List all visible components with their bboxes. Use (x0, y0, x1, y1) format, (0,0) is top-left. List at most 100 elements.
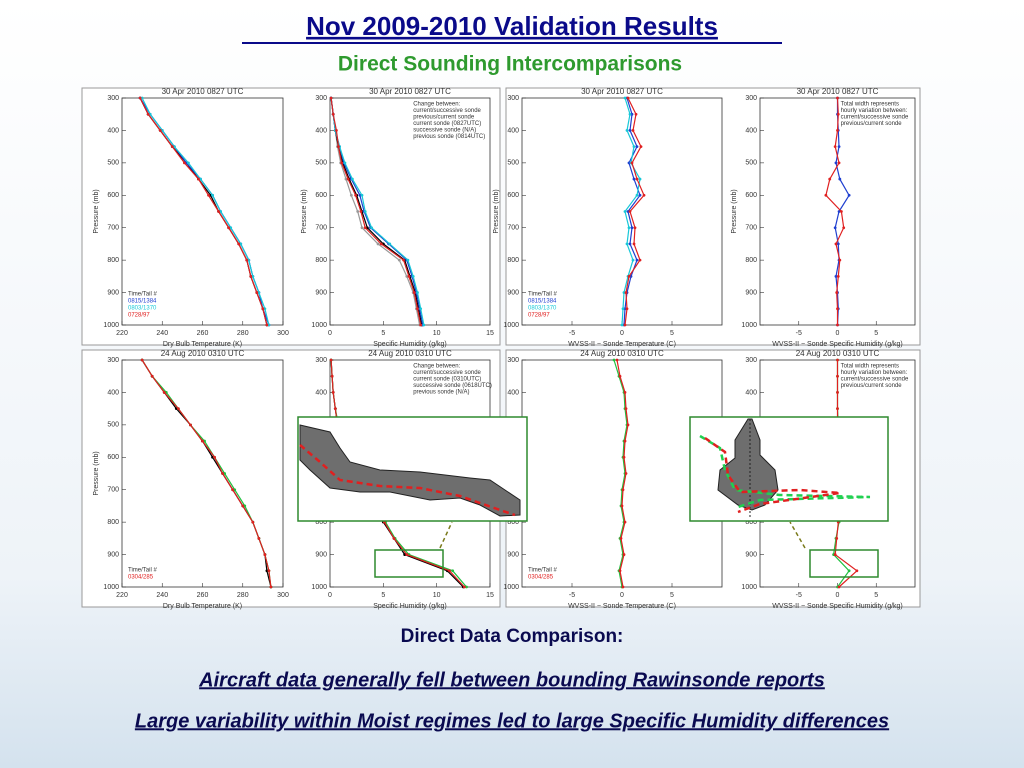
data-point (642, 193, 646, 197)
x-tick-label: 280 (237, 330, 249, 337)
data-point (209, 193, 212, 197)
y-tick-label: 400 (107, 389, 119, 396)
y-tick-label: 800 (745, 257, 757, 264)
x-tick-label: 300 (277, 330, 289, 337)
y-tick-label: 600 (745, 192, 757, 199)
y-tick-label: 300 (107, 357, 119, 364)
x-tick-label: 0 (620, 592, 624, 599)
annotation: successive sonde (N/A) (413, 128, 476, 134)
x-tick-label: 5 (670, 592, 674, 599)
data-point (451, 569, 455, 573)
x-tick-label: 5 (874, 592, 878, 599)
data-point (333, 407, 337, 411)
y-tick-label: 800 (107, 519, 119, 526)
legend-entry: 0815/1384 (128, 299, 157, 305)
data-point (261, 307, 265, 311)
data-point (623, 210, 627, 213)
data-point (233, 488, 237, 492)
x-tick-label: 220 (116, 592, 128, 599)
data-point (618, 374, 622, 378)
y-tick-label: 300 (315, 357, 327, 364)
legend-entry: 0728/97 (128, 313, 150, 319)
data-point (229, 226, 233, 230)
x-tick-label: 15 (486, 330, 494, 337)
annotation: current sonde (0310UTC) (413, 377, 481, 383)
data-point (628, 129, 632, 132)
data-point (624, 472, 628, 475)
legend-title: Time/Tail # (528, 292, 557, 298)
data-point (463, 585, 466, 589)
x-tick-label: 0 (328, 592, 332, 599)
data-point (847, 569, 851, 573)
data-point (622, 291, 626, 294)
data-point (329, 96, 333, 100)
zoom-box (809, 549, 879, 578)
footer-line: Large variability within Moist regimes l… (135, 710, 889, 732)
annotation: Change between: (413, 102, 460, 108)
data-point (363, 210, 367, 213)
annotation: current/successive sonde (413, 108, 481, 114)
data-point (227, 226, 231, 230)
legend-title: Time/Tail # (528, 568, 557, 574)
data-point (407, 274, 411, 278)
data-point (182, 161, 186, 165)
inset-shading (299, 424, 521, 517)
data-point (631, 258, 635, 262)
data-point (354, 193, 357, 197)
data-point (623, 520, 627, 524)
data-point (638, 193, 642, 197)
data-point (628, 112, 632, 116)
data-point (635, 145, 639, 149)
data-point (150, 374, 154, 378)
data-point (419, 323, 423, 327)
data-point (412, 291, 416, 294)
x-tick-label: 0 (836, 330, 840, 337)
annotation: previous sonde (0814UTC) (413, 134, 485, 140)
plot-area (329, 97, 491, 326)
data-point (836, 323, 839, 327)
y-axis-label: Pressure (mb) (493, 189, 500, 233)
data-point (403, 553, 407, 556)
data-point (630, 226, 634, 230)
data-point (620, 323, 624, 327)
x-axis-label: Specific Humidity (g/kg) (373, 603, 447, 610)
data-point (416, 291, 419, 294)
data-point (836, 96, 839, 100)
y-tick-label: 500 (107, 422, 119, 429)
plot-title: 30 Apr 2010 0827 UTC (162, 87, 244, 96)
data-point (622, 553, 626, 556)
plot-title: 24 Aug 2010 0310 UTC (368, 349, 452, 358)
data-point (838, 258, 842, 262)
data-point (160, 129, 164, 132)
data-point (247, 258, 251, 262)
y-tick-label: 1000 (311, 322, 327, 329)
data-point (834, 242, 838, 246)
data-point (211, 193, 214, 197)
data-point (623, 96, 627, 100)
data-point (419, 307, 423, 311)
data-point (201, 439, 204, 443)
legend-title: Time/Tail # (128, 568, 157, 574)
y-axis-label: Pressure (mb) (301, 189, 308, 233)
annotation: previous sonde (N/A) (413, 390, 469, 396)
x-tick-label: 260 (197, 592, 209, 599)
y-tick-label: 400 (507, 127, 519, 134)
annotation: current sonde (0827UTC) (413, 121, 481, 127)
data-point (363, 226, 367, 230)
data-point (632, 242, 636, 246)
y-tick-label: 700 (315, 225, 327, 232)
x-axis-label: Dry Bulb Temperature (K) (163, 603, 242, 610)
data-point (630, 161, 634, 165)
data-point (634, 112, 638, 116)
data-point (620, 504, 624, 508)
data-point (834, 274, 838, 278)
x-tick-label: 260 (197, 330, 209, 337)
data-point (402, 258, 405, 262)
data-point (836, 242, 840, 246)
x-tick-label: 280 (237, 592, 249, 599)
y-tick-label: 900 (745, 551, 757, 558)
data-point (632, 177, 636, 181)
data-point (639, 145, 643, 149)
data-point (836, 112, 840, 116)
data-point (376, 242, 380, 246)
